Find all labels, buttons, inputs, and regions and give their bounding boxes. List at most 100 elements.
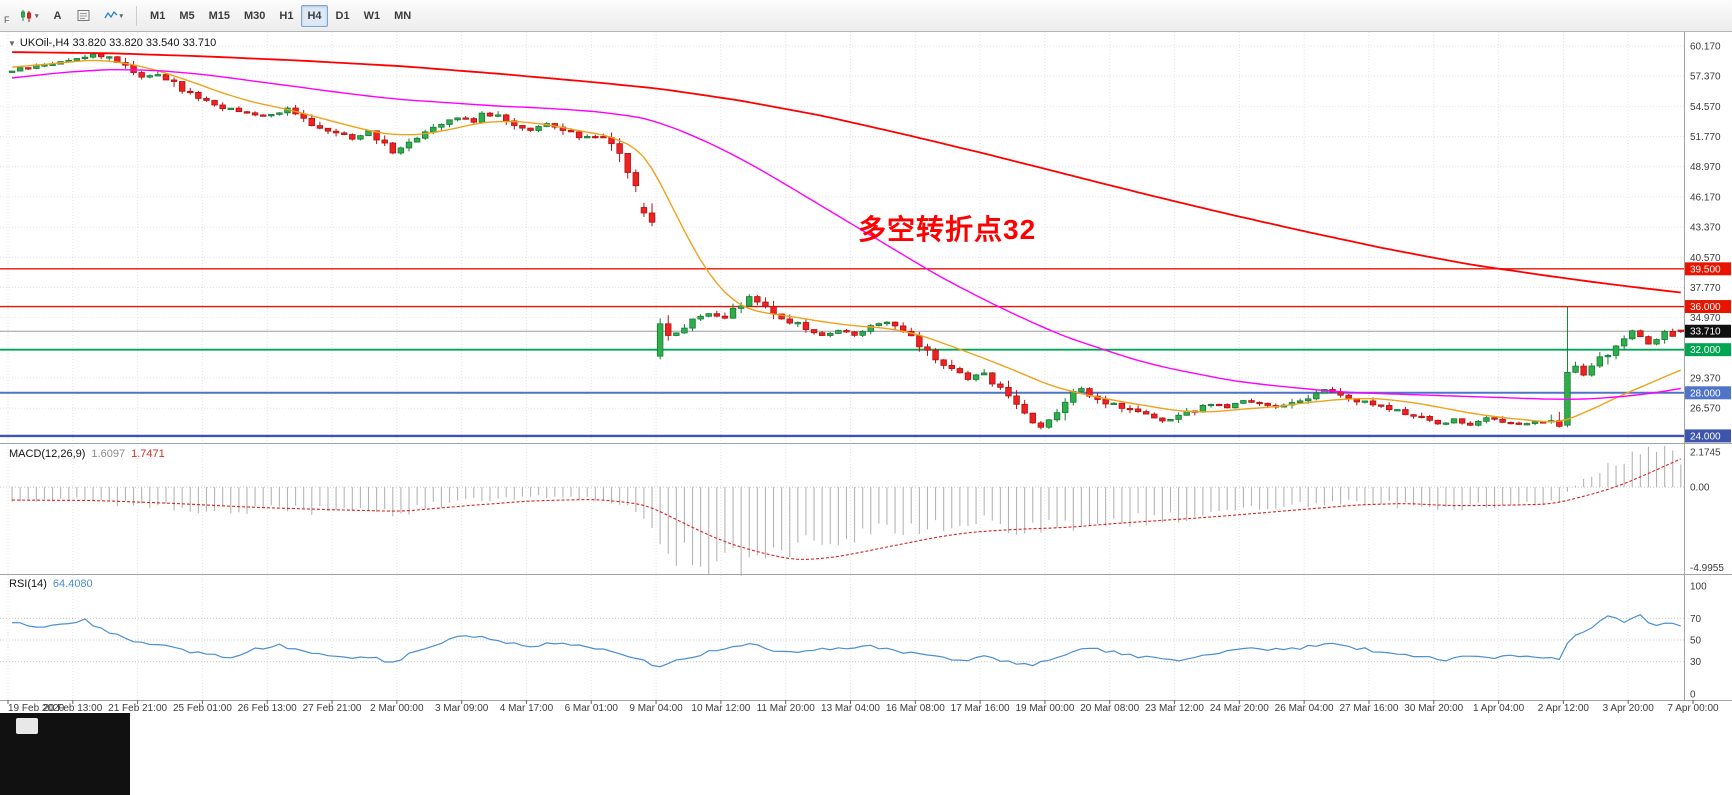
svg-text:60.170: 60.170 (1690, 42, 1721, 53)
svg-text:10 Mar 12:00: 10 Mar 12:00 (691, 703, 750, 714)
timeframe-w1-button[interactable]: W1 (358, 5, 387, 27)
macd-name: MACD(12,26,9) (9, 448, 86, 460)
ma-mid-magenta (12, 69, 1681, 401)
ma-slow-red (12, 51, 1681, 294)
rsi-label: RSI(14) 64.4080 (9, 578, 93, 590)
price-tag-32.000 (1685, 343, 1731, 357)
svg-text:2 Mar 00:00: 2 Mar 00:00 (370, 703, 424, 714)
price-tag-33.710 (1685, 324, 1731, 338)
chevron-down-icon: ▾ (119, 12, 124, 20)
svg-text:46.170: 46.170 (1690, 192, 1721, 203)
svg-text:17 Mar 16:00: 17 Mar 16:00 (951, 703, 1010, 714)
svg-text:70: 70 (1690, 614, 1702, 625)
svg-text:1 Apr 04:00: 1 Apr 04:00 (1473, 703, 1525, 714)
toolbar: F ▾ A ▾ M1 M (0, 0, 1732, 32)
svg-text:2 Apr 12:00: 2 Apr 12:00 (1538, 703, 1590, 714)
svg-text:9 Mar 04:00: 9 Mar 04:00 (629, 703, 683, 714)
svg-text:0: 0 (1690, 690, 1696, 701)
svg-text:20 Mar 08:00: 20 Mar 08:00 (1080, 703, 1139, 714)
svg-text:6 Mar 01:00: 6 Mar 01:00 (565, 703, 619, 714)
corner-label: F (4, 15, 10, 25)
chart-annotation[interactable]: 多空转折点32 (858, 214, 1037, 245)
svg-text:24.000: 24.000 (1690, 431, 1721, 442)
grid (0, 32, 1684, 700)
timeframe-mn-button[interactable]: MN (388, 5, 417, 27)
svg-text:0.00: 0.00 (1690, 483, 1710, 494)
svg-text:26 Feb 13:00: 26 Feb 13:00 (238, 703, 297, 714)
svg-text:19 Mar 00:00: 19 Mar 00:00 (1015, 703, 1074, 714)
svg-text:-4.9955: -4.9955 (1690, 563, 1724, 574)
timeframe-m5-button[interactable]: M5 (173, 5, 200, 27)
rsi-name: RSI(14) (9, 578, 47, 590)
svg-text:4 Mar 17:00: 4 Mar 17:00 (500, 703, 554, 714)
svg-text:30: 30 (1690, 657, 1702, 668)
svg-text:27 Mar 16:00: 27 Mar 16:00 (1339, 703, 1398, 714)
template-icon (77, 10, 90, 21)
moving-averages (12, 51, 1682, 423)
svg-text:51.770: 51.770 (1690, 132, 1721, 143)
text-annotation-button[interactable]: A (47, 5, 69, 27)
svg-text:48.970: 48.970 (1690, 162, 1721, 173)
svg-text:32.000: 32.000 (1690, 345, 1721, 356)
macd-main-value: 1.6097 (91, 448, 126, 460)
price-tag-39.500 (1685, 262, 1731, 276)
timeframe-d1-button[interactable]: D1 (330, 5, 356, 27)
collapse-triangle-icon[interactable]: ▼ (8, 39, 16, 48)
chart-area: 60.170 57.370 54.570 51.770 48.970 46.170 43.3… (0, 32, 1732, 714)
chart-symbol-header[interactable]: ▼ UKOil-,H4 33.820 33.820 33.540 33.710 (8, 37, 216, 49)
svg-text:33.710: 33.710 (1690, 327, 1721, 338)
svg-text:39.500: 39.500 (1690, 264, 1721, 275)
timeframe-h1-button[interactable]: H1 (273, 5, 299, 27)
chart-canvas[interactable]: 60.170 57.370 54.570 51.770 48.970 46.170 43.3… (0, 32, 1732, 714)
price-tag-28.000 (1685, 386, 1731, 400)
svg-text:100: 100 (1690, 582, 1707, 593)
svg-text:2.1745: 2.1745 (1690, 448, 1721, 459)
price-tag-36.000 (1685, 300, 1731, 314)
svg-text:40.570: 40.570 (1690, 253, 1721, 264)
svg-text:36.000: 36.000 (1690, 302, 1721, 313)
svg-text:26 Mar 04:00: 26 Mar 04:00 (1275, 703, 1334, 714)
svg-text:27 Feb 21:00: 27 Feb 21:00 (303, 703, 362, 714)
svg-text:23 Mar 12:00: 23 Mar 12:00 (1145, 703, 1204, 714)
svg-text:34.970: 34.970 (1690, 313, 1721, 324)
svg-text:37.770: 37.770 (1690, 283, 1721, 294)
svg-text:25 Feb 01:00: 25 Feb 01:00 (173, 703, 232, 714)
svg-text:19 Feb 2020: 19 Feb 2020 (8, 703, 65, 714)
macd-signal-line (12, 458, 1682, 560)
svg-text:13 Mar 04:00: 13 Mar 04:00 (821, 703, 880, 714)
svg-text:16 Mar 08:00: 16 Mar 08:00 (886, 703, 945, 714)
price-axis[interactable] (1685, 32, 1732, 700)
axes: 60.170 57.370 54.570 51.770 48.970 46.170 43.3… (0, 32, 1732, 714)
timeframe-m15-button[interactable]: M15 (203, 5, 236, 27)
svg-text:3 Mar 09:00: 3 Mar 09:00 (435, 703, 489, 714)
svg-text:43.370: 43.370 (1690, 223, 1721, 234)
toolbar-separator (136, 5, 138, 26)
price-tag-24.000 (1685, 429, 1731, 443)
ma-fast-orange (12, 59, 1682, 423)
macd-signal-value: 1.7471 (131, 448, 165, 460)
indicators-button[interactable]: ▾ (98, 5, 130, 27)
indicator-panels (11, 445, 1682, 668)
time-axis[interactable] (0, 700, 1732, 714)
bottom-left-black-panel (0, 713, 130, 795)
rsi-value: 64.4080 (52, 578, 93, 590)
svg-text:54.570: 54.570 (1690, 102, 1721, 113)
candles (8, 53, 1685, 430)
timeframe-h4-button[interactable]: H4 (301, 4, 328, 27)
svg-text:11 Mar 20:00: 11 Mar 20:00 (757, 703, 816, 714)
svg-text:3 Apr 20:00: 3 Apr 20:00 (1603, 703, 1655, 714)
svg-text:7 Apr 00:00: 7 Apr 00:00 (1667, 703, 1719, 714)
timeframe-m30-button[interactable]: M30 (238, 5, 271, 27)
timeframe-m1-button[interactable]: M1 (144, 5, 171, 27)
chevron-down-icon: ▾ (35, 12, 39, 20)
svg-text:20 Feb 13:00: 20 Feb 13:00 (43, 703, 102, 714)
rsi-line (12, 613, 1681, 668)
new-chart-button[interactable]: ▾ (14, 5, 45, 27)
svg-text:50: 50 (1690, 636, 1702, 647)
template-button[interactable] (71, 5, 96, 27)
svg-text:26.570: 26.570 (1690, 404, 1721, 415)
svg-text:30 Mar 20:00: 30 Mar 20:00 (1404, 703, 1463, 714)
svg-text:24 Mar 20:00: 24 Mar 20:00 (1210, 703, 1269, 714)
horizontal-level-lines[interactable] (0, 268, 1684, 438)
